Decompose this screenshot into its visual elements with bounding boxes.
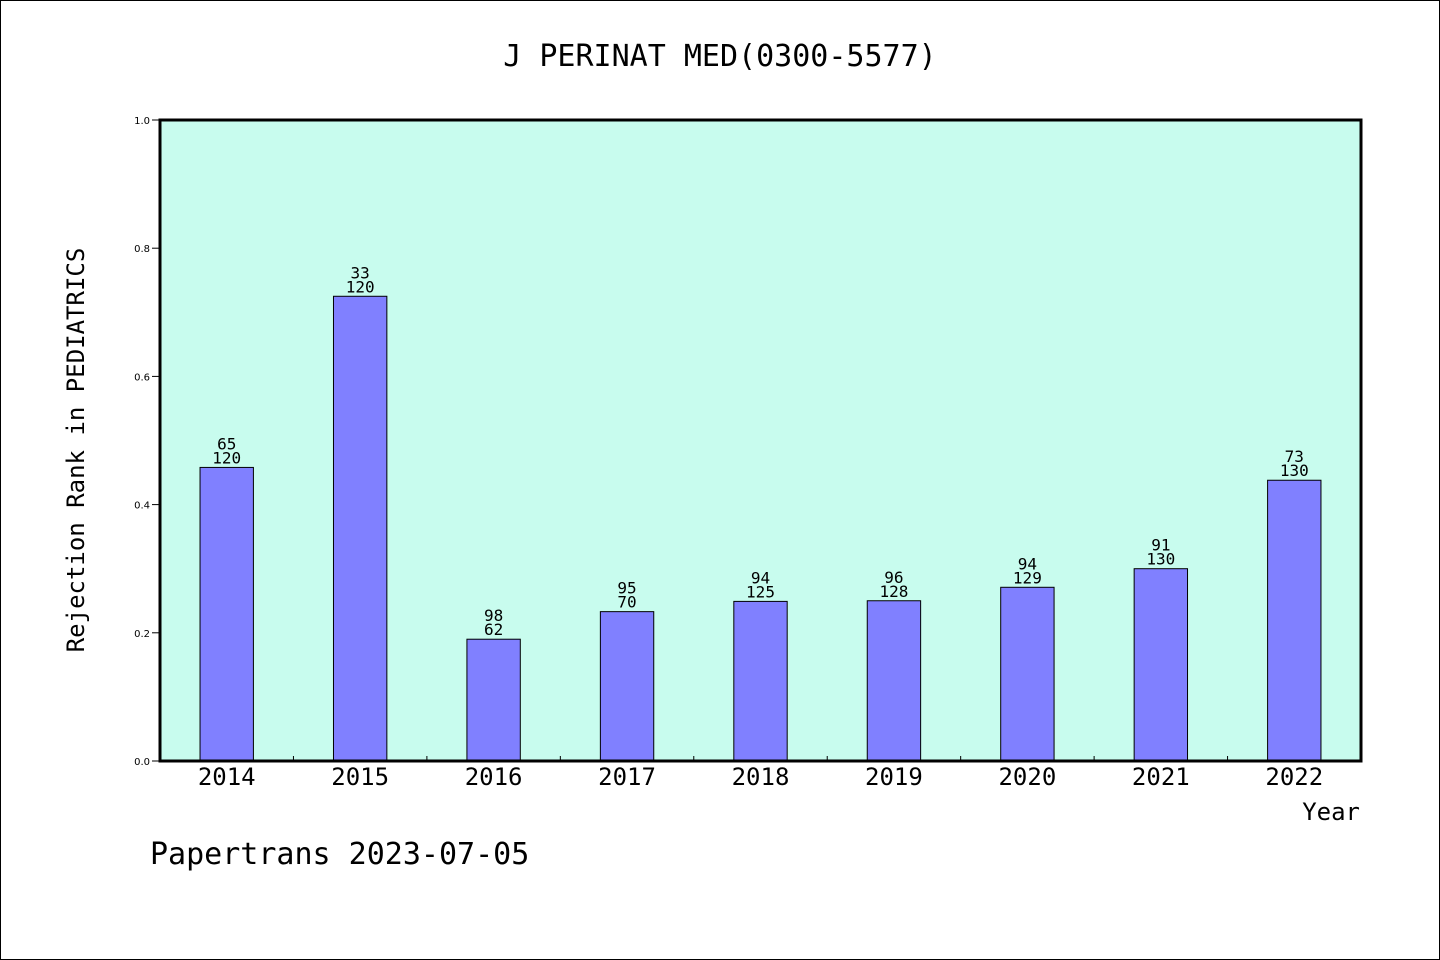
x-tick-label-2014: 2014 (198, 763, 256, 791)
x-tick-label-2021: 2021 (1132, 763, 1190, 791)
footer-text: Papertrans 2023-07-05 (150, 837, 529, 872)
x-tick-label-2022: 2022 (1265, 763, 1323, 791)
x-tick-label-2015: 2015 (331, 763, 389, 791)
bar-label-top-2019: 96 (884, 568, 903, 587)
bar-label-bottom-2016: 62 (484, 620, 503, 639)
bar-label-top-2014: 65 (217, 434, 236, 453)
bar-label-bottom-2018: 125 (746, 582, 775, 601)
x-tick-label-2017: 2017 (598, 763, 656, 791)
bar-label-bottom-2021: 130 (1146, 550, 1175, 569)
y-tick-label: 1.0 (134, 116, 150, 127)
y-axis-label: Rejection Rank in PEDIATRICS (62, 248, 90, 653)
bar-label-bottom-2022: 130 (1280, 461, 1309, 480)
x-tick-label-2020: 2020 (998, 763, 1056, 791)
bars-layer (199, 295, 1322, 762)
x-axis: 2014 2015 2016 2017 2018 2019 2020 2021 2022 (198, 756, 1323, 791)
y-axis: 0.0 0.2 0.4 0.6 0.8 1.0 (134, 116, 160, 768)
bar-2018 (733, 600, 788, 762)
y-tick-label: 0.0 (134, 757, 150, 768)
bar-label-bottom-2015: 120 (346, 277, 375, 296)
y-tick-label: 0.2 (134, 629, 150, 640)
bar-label-bottom-2017: 70 (617, 593, 636, 612)
y-tick-label: 0.8 (134, 244, 150, 255)
chart-title: J PERINAT MED(0300-5577) (503, 39, 936, 74)
x-axis-label: Year (1302, 798, 1360, 826)
bar-2020 (1000, 586, 1055, 762)
y-tick-label: 0.4 (134, 501, 150, 512)
bar-label-top-2022: 73 (1285, 447, 1304, 466)
bar-label-bottom-2020: 129 (1013, 568, 1042, 587)
bar-2016 (466, 638, 521, 762)
x-tick-label-2016: 2016 (465, 763, 523, 791)
bar-2021 (1133, 568, 1189, 762)
bar-label-top-2021: 91 (1151, 536, 1170, 555)
bar-label-bottom-2019: 128 (879, 582, 908, 601)
x-tick-label-2018: 2018 (732, 763, 790, 791)
y-tick-label: 0.6 (134, 372, 150, 383)
bar-label-bottom-2014: 120 (212, 448, 241, 467)
bar-2017 (599, 611, 655, 762)
bar-label-top-2015: 33 (351, 263, 370, 282)
bar-label-top-2017: 95 (617, 579, 636, 598)
bar-2022 (1267, 479, 1322, 762)
bar-2015 (332, 295, 388, 762)
bar-label-top-2018: 94 (751, 568, 770, 587)
bar-2014 (199, 466, 254, 762)
plot-border (158, 118, 1363, 763)
bar-label-top-2016: 98 (484, 606, 503, 625)
bar-label-top-2020: 94 (1018, 554, 1037, 573)
data-labels-layer: 6512033120986295709412596128941299113073… (212, 263, 1308, 639)
bar-2019 (866, 600, 922, 762)
x-tick-label-2019: 2019 (865, 763, 923, 791)
